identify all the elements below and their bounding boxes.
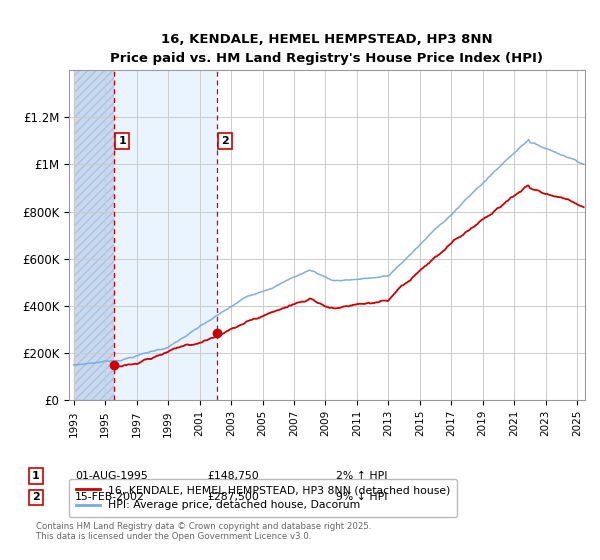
Text: 1: 1 (118, 136, 126, 146)
Bar (115, 70, 217, 400)
Title: 16, KENDALE, HEMEL HEMPSTEAD, HP3 8NN
Price paid vs. HM Land Registry's House Pr: 16, KENDALE, HEMEL HEMPSTEAD, HP3 8NN Pr… (110, 32, 544, 64)
Text: Contains HM Land Registry data © Crown copyright and database right 2025.
This d: Contains HM Land Registry data © Crown c… (36, 522, 371, 542)
Text: 2% ↑ HPI: 2% ↑ HPI (336, 471, 388, 481)
Text: £148,750: £148,750 (207, 471, 259, 481)
Text: 01-AUG-1995: 01-AUG-1995 (75, 471, 148, 481)
Text: 15-FEB-2002: 15-FEB-2002 (75, 492, 145, 502)
Bar (74, 70, 115, 400)
Text: 9% ↓ HPI: 9% ↓ HPI (336, 492, 388, 502)
Legend: 16, KENDALE, HEMEL HEMPSTEAD, HP3 8NN (detached house), HPI: Average price, deta: 16, KENDALE, HEMEL HEMPSTEAD, HP3 8NN (d… (69, 478, 457, 517)
Bar (74, 70, 115, 400)
Text: £287,500: £287,500 (207, 492, 259, 502)
Text: 2: 2 (221, 136, 229, 146)
Text: 1: 1 (32, 471, 40, 481)
Text: 2: 2 (32, 492, 40, 502)
